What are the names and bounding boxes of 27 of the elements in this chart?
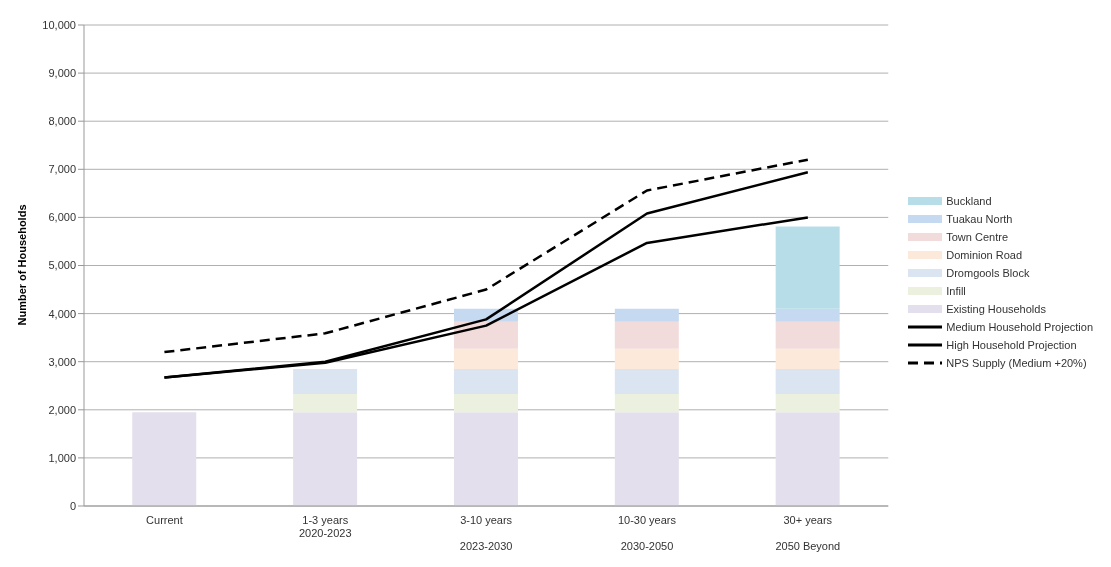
x-tick-label: Current (146, 514, 183, 526)
legend-label: Dromgools Block (946, 267, 1030, 279)
legend-label: Tuakau North (946, 213, 1013, 225)
y-tick-label: 5,000 (48, 259, 76, 272)
legend-label: Existing Households (946, 303, 1046, 315)
x-tick-label: 1-3 years 2020-2023 (298, 514, 352, 539)
legend-label: Infill (946, 285, 966, 297)
legend-label: Town Centre (946, 231, 1009, 243)
y-tick-label: 4,000 (48, 307, 76, 320)
y-tick-label: 0 (69, 499, 76, 512)
y-tick-label: 6,000 (48, 211, 76, 224)
legend-label: Medium Household Projection (946, 321, 1093, 333)
y-axis-title: Number of Households (15, 204, 28, 326)
category-label: 10-30 years 2030-2050 (617, 514, 677, 552)
y-tick-label: 10,000 (42, 18, 76, 31)
legend-label: High Household Projection (946, 339, 1077, 351)
category-label: 3-10 years 2023-2030 (459, 514, 513, 552)
y-tick-label: 1,000 (48, 451, 76, 464)
y-tick-label: 2,000 (48, 403, 76, 416)
y-tick-label: 7,000 (48, 163, 76, 176)
legend-label: NPS Supply (Medium +20%) (946, 357, 1087, 369)
legend-label: Buckland (946, 195, 992, 207)
y-tick-label: 8,000 (48, 115, 76, 128)
y-tick-label: 9,000 (48, 67, 76, 79)
legend-label: Dominion Road (946, 249, 1023, 261)
y-tick-label: 3,000 (48, 355, 76, 368)
category-label: 30+ years 2050 Beyond (775, 514, 841, 552)
